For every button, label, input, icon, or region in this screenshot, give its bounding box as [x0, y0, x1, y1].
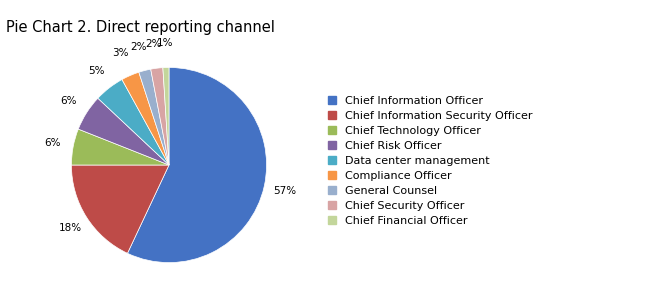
Text: Pie Chart 2. Direct reporting channel: Pie Chart 2. Direct reporting channel	[6, 20, 276, 35]
Text: 5%: 5%	[88, 66, 104, 76]
Wedge shape	[78, 98, 169, 165]
Wedge shape	[151, 68, 169, 165]
Wedge shape	[163, 67, 169, 165]
Wedge shape	[127, 67, 266, 263]
Wedge shape	[72, 165, 169, 253]
Wedge shape	[122, 72, 169, 165]
Text: 6%: 6%	[60, 96, 77, 106]
Wedge shape	[72, 129, 169, 165]
Text: 3%: 3%	[112, 48, 129, 58]
Wedge shape	[98, 79, 169, 165]
Text: 2%: 2%	[131, 42, 147, 52]
Text: 57%: 57%	[274, 186, 297, 196]
Text: 1%: 1%	[157, 38, 174, 48]
Text: 2%: 2%	[146, 39, 162, 49]
Legend: Chief Information Officer, Chief Information Security Officer, Chief Technology : Chief Information Officer, Chief Informa…	[328, 96, 532, 226]
Text: 18%: 18%	[58, 223, 82, 233]
Text: 6%: 6%	[44, 138, 60, 148]
Wedge shape	[139, 69, 169, 165]
